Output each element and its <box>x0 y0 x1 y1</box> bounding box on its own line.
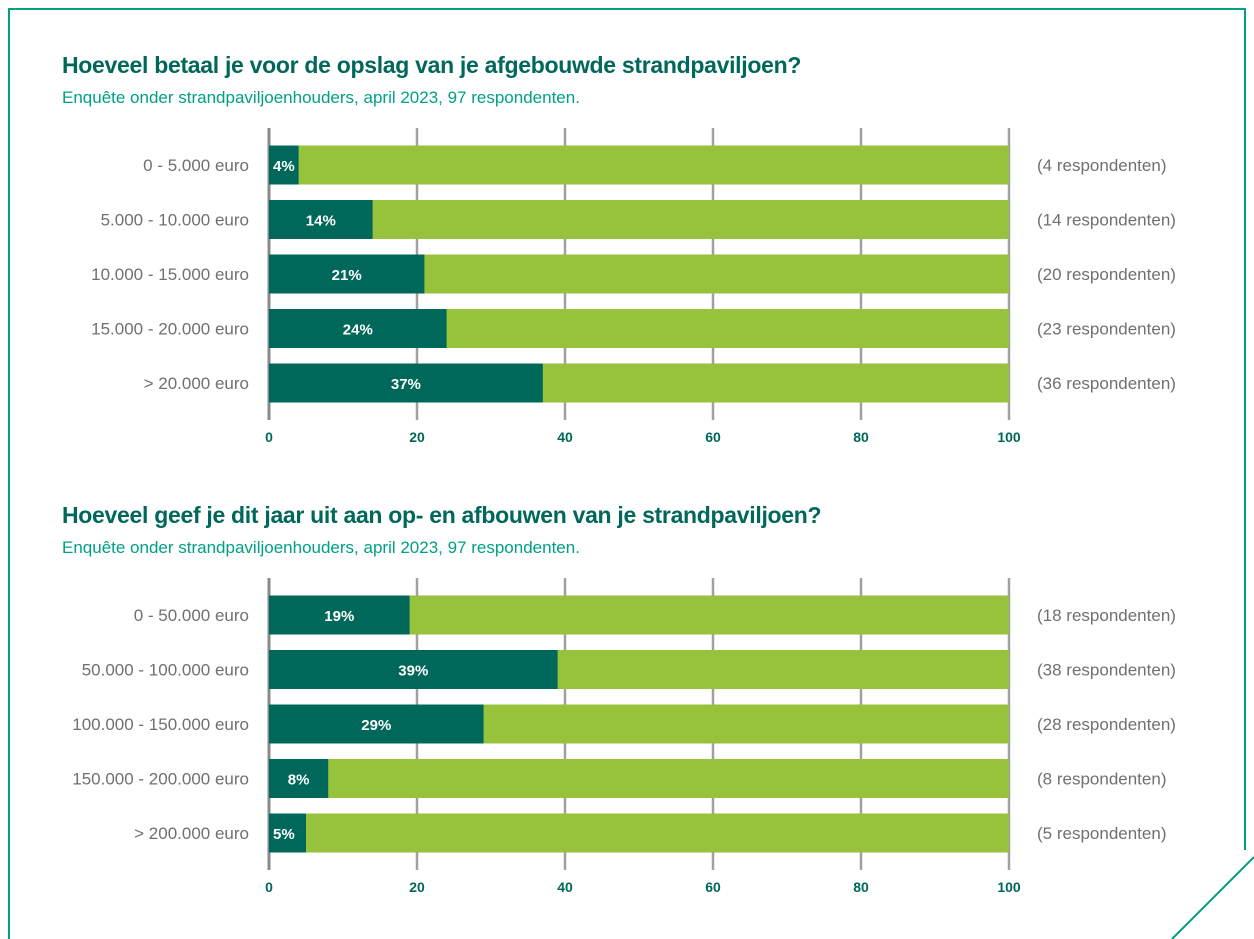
frame-corner-diagonal <box>1171 856 1254 939</box>
data-label: 4% <box>273 158 295 175</box>
bar-remainder <box>269 145 1009 185</box>
bar-value <box>269 363 543 403</box>
category-label: > 200.000 euro <box>134 824 249 843</box>
data-label: 24% <box>343 322 373 339</box>
respondent-count: (38 respondenten) <box>1037 661 1176 680</box>
bar-chart-assembly: 0 - 50.000 euro 19% (18 respondenten) 50.00… <box>72 578 1176 895</box>
x-tick-label: 60 <box>705 879 721 895</box>
bar-value <box>269 309 447 348</box>
respondent-count: (23 respondenten) <box>1037 320 1176 339</box>
data-label: 8% <box>288 772 310 789</box>
respondent-count: (36 respondenten) <box>1037 374 1176 393</box>
x-tick-label: 40 <box>557 429 573 445</box>
category-label: 0 - 50.000 euro <box>134 606 249 625</box>
respondent-count: (20 respondenten) <box>1037 265 1176 284</box>
respondent-count: (14 respondenten) <box>1037 211 1176 230</box>
respondent-count: (4 respondenten) <box>1037 156 1166 175</box>
frame-outline <box>8 8 1246 939</box>
category-label: 50.000 - 100.000 euro <box>82 661 249 680</box>
category-label: 10.000 - 15.000 euro <box>91 265 249 284</box>
chart-title: Hoeveel betaal je voor de opslag van je … <box>62 52 802 78</box>
bar-value <box>269 650 558 689</box>
bar-value <box>269 595 410 635</box>
x-tick-label: 0 <box>265 429 273 445</box>
category-label: 15.000 - 20.000 euro <box>91 320 249 339</box>
data-label: 29% <box>361 717 391 734</box>
data-label: 19% <box>324 608 354 625</box>
bar-chart-storage: 0 - 5.000 euro 4% (4 respondenten) 5.000 - … <box>91 128 1176 445</box>
bar-value <box>269 704 484 744</box>
bar-remainder <box>269 813 1009 853</box>
category-label: > 20.000 euro <box>144 374 249 393</box>
bar-value <box>269 254 425 294</box>
x-tick-label: 80 <box>853 879 869 895</box>
data-label: 37% <box>391 376 421 393</box>
category-label: 0 - 5.000 euro <box>143 156 249 175</box>
category-label: 100.000 - 150.000 euro <box>72 715 249 734</box>
chart-title: Hoeveel geef je dit jaar uit aan op- en … <box>62 502 822 528</box>
x-tick-label: 100 <box>997 429 1021 445</box>
data-label: 21% <box>332 267 362 284</box>
bar-remainder <box>269 759 1009 798</box>
x-tick-label: 100 <box>997 879 1021 895</box>
respondent-count: (28 respondenten) <box>1037 715 1176 734</box>
respondent-count: (5 respondenten) <box>1037 824 1166 843</box>
respondent-count: (8 respondenten) <box>1037 770 1166 789</box>
bar-remainder <box>269 200 1009 239</box>
bar-value <box>269 813 306 853</box>
x-tick-label: 0 <box>265 879 273 895</box>
category-label: 150.000 - 200.000 euro <box>72 770 249 789</box>
chart-subtitle: Enquête onder strandpaviljoenhouders, ap… <box>62 538 580 557</box>
data-label: 14% <box>306 213 336 230</box>
x-tick-label: 60 <box>705 429 721 445</box>
x-tick-label: 20 <box>409 879 425 895</box>
x-tick-label: 80 <box>853 429 869 445</box>
bar-value <box>269 200 373 239</box>
data-label: 39% <box>398 663 428 680</box>
data-label: 5% <box>273 826 295 843</box>
chart-subtitle: Enquête onder strandpaviljoenhouders, ap… <box>62 88 580 107</box>
x-tick-label: 40 <box>557 879 573 895</box>
bar-value <box>269 759 329 798</box>
bar-value <box>269 145 299 185</box>
category-label: 5.000 - 10.000 euro <box>101 211 249 230</box>
x-tick-label: 20 <box>409 429 425 445</box>
respondent-count: (18 respondenten) <box>1037 606 1176 625</box>
